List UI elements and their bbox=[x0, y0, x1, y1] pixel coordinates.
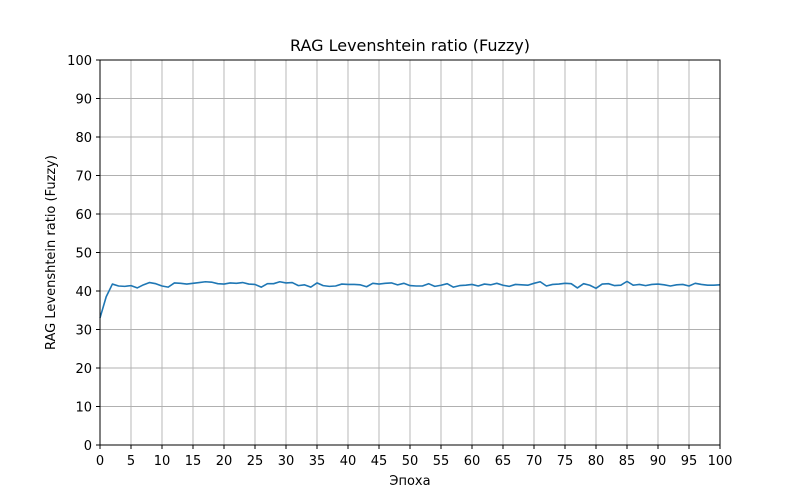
x-tick-label: 10 bbox=[154, 454, 171, 469]
x-tick-label: 65 bbox=[495, 454, 512, 469]
x-tick-label: 50 bbox=[402, 454, 419, 469]
y-tick-label: 50 bbox=[75, 247, 92, 262]
x-axis-label: Эпоха bbox=[389, 474, 430, 489]
x-tick-label: 80 bbox=[588, 454, 605, 469]
plot-frame bbox=[99, 59, 721, 446]
x-tick-label: 100 bbox=[708, 454, 733, 469]
y-tick-label: 80 bbox=[75, 131, 92, 146]
y-tick-label: 40 bbox=[75, 285, 92, 300]
x-tick-label: 90 bbox=[650, 454, 667, 469]
series-group bbox=[99, 280, 721, 319]
ticks: 0 5 10 15 20 25 30 35 40 45 50 55 60 65 70 75 80 85 90 95 10… bbox=[67, 54, 732, 469]
x-tick-label: 45 bbox=[371, 454, 388, 469]
x-tick-label: 95 bbox=[681, 454, 698, 469]
x-tick-label: 5 bbox=[127, 454, 135, 469]
y-tick-label: 30 bbox=[75, 324, 92, 339]
series-line bbox=[99, 280, 721, 319]
x-tick-label: 60 bbox=[464, 454, 481, 469]
y-tick-label: 10 bbox=[75, 401, 92, 416]
x-tick-label: 0 bbox=[96, 454, 104, 469]
chart-title: RAG Levenshtein ratio (Fuzzy) bbox=[290, 36, 530, 55]
x-tick-label: 15 bbox=[185, 454, 202, 469]
x-tick-label: 70 bbox=[526, 454, 543, 469]
x-tick-label: 75 bbox=[557, 454, 574, 469]
y-tick-label: 60 bbox=[75, 208, 92, 223]
x-tick-label: 55 bbox=[433, 454, 450, 469]
y-tick-label: 100 bbox=[67, 54, 92, 69]
x-tick-label: 20 bbox=[216, 454, 233, 469]
y-tick-label: 20 bbox=[75, 362, 92, 377]
x-tick-label: 30 bbox=[278, 454, 295, 469]
x-tick-label: 40 bbox=[340, 454, 357, 469]
grid bbox=[99, 59, 721, 446]
x-tick-label: 35 bbox=[309, 454, 326, 469]
x-tick-label: 25 bbox=[247, 454, 264, 469]
x-tick-label: 85 bbox=[619, 454, 636, 469]
y-tick-label: 70 bbox=[75, 170, 92, 185]
y-axis-label: RAG Levenshtein ratio (Fuzzy) bbox=[44, 155, 59, 350]
y-tick-label: 0 bbox=[84, 439, 92, 454]
y-tick-label: 90 bbox=[75, 93, 92, 108]
